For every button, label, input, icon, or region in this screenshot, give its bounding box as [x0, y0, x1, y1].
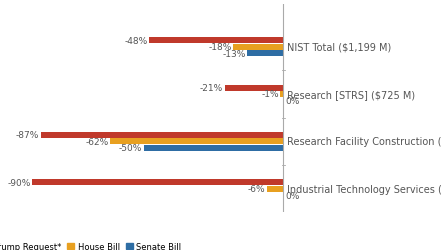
Bar [224, 85, 283, 91]
Text: -62%: -62% [86, 137, 109, 146]
Text: -87%: -87% [16, 131, 39, 140]
Bar [233, 44, 283, 51]
Text: -13%: -13% [222, 49, 246, 58]
Bar [247, 51, 283, 57]
Text: -50%: -50% [119, 144, 142, 152]
Text: Industrial Technology Services ($155 M): Industrial Technology Services ($155 M) [288, 184, 441, 194]
Text: -6%: -6% [247, 184, 265, 194]
Bar [110, 139, 283, 145]
Text: -21%: -21% [200, 84, 223, 93]
Text: NIST Total ($1,199 M): NIST Total ($1,199 M) [288, 42, 392, 52]
Text: 0%: 0% [285, 191, 300, 200]
Bar [144, 145, 283, 151]
Text: -1%: -1% [262, 90, 279, 99]
Bar [280, 92, 283, 98]
Text: -90%: -90% [7, 178, 31, 187]
Text: -48%: -48% [125, 36, 148, 46]
Bar [32, 180, 283, 186]
Bar [149, 38, 283, 44]
Text: -18%: -18% [208, 43, 232, 52]
Text: Research Facility Construction ($319 M)**: Research Facility Construction ($319 M)*… [288, 137, 441, 147]
Text: Research [STRS] ($725 M): Research [STRS] ($725 M) [288, 90, 415, 100]
Legend: Trump Request*, House Bill, Senate Bill: Trump Request*, House Bill, Senate Bill [0, 238, 185, 250]
Bar [41, 132, 283, 138]
Text: 0%: 0% [285, 96, 300, 106]
Bar [266, 186, 283, 192]
